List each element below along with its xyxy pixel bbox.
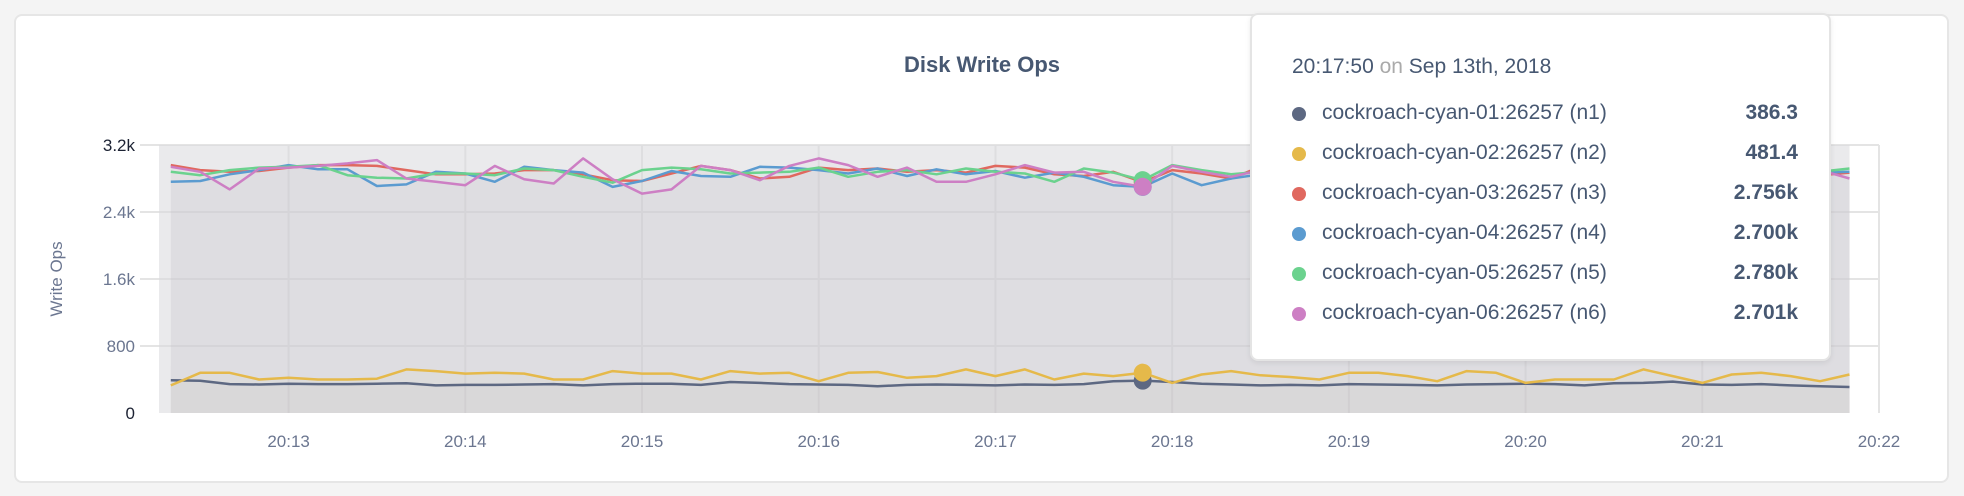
tooltip-series-label: cockroach-cyan-02:26257 (n2)	[1322, 141, 1607, 164]
x-tick-label: 20:21	[1681, 432, 1724, 451]
series-color-dot-icon	[1292, 227, 1306, 241]
tooltip-row: cockroach-cyan-02:26257 (n2) 481.4	[1292, 139, 1798, 169]
tooltip-series-value: 2.701k	[1733, 301, 1798, 324]
series-color-dot-icon	[1292, 267, 1306, 281]
tooltip-on: on	[1379, 55, 1403, 78]
tooltip-series-value: 2.700k	[1733, 221, 1798, 244]
tooltip-series-value: 481.4	[1745, 141, 1798, 164]
tooltip-series-label: cockroach-cyan-04:26257 (n4)	[1322, 221, 1607, 244]
series-color-dot-icon	[1292, 107, 1306, 121]
x-tick-label: 20:19	[1328, 432, 1371, 451]
x-tick-label: 20:14	[444, 432, 487, 451]
y-tick-label: 800	[107, 337, 135, 356]
tooltip-series-value: 386.3	[1745, 101, 1798, 124]
tooltip-series-label: cockroach-cyan-06:26257 (n6)	[1322, 301, 1607, 324]
series-line	[170, 379, 1850, 389]
tooltip-series-label: cockroach-cyan-03:26257 (n3)	[1322, 181, 1607, 204]
tooltip-series-label: cockroach-cyan-05:26257 (n5)	[1322, 261, 1607, 284]
tooltip-series-value: 2.756k	[1733, 181, 1798, 204]
x-tick-label: 20:18	[1151, 432, 1194, 451]
x-tick-label: 20:22	[1858, 432, 1901, 451]
series-color-dot-icon	[1292, 187, 1306, 201]
tooltip-series-value: 2.780k	[1733, 261, 1798, 284]
x-tick-label: 20:13	[267, 432, 310, 451]
y-tick-label: 1.6k	[103, 270, 136, 289]
tooltip-row: cockroach-cyan-06:26257 (n6) 2.701k	[1292, 299, 1798, 329]
chart-title: Disk Write Ops	[903, 52, 1061, 77]
hover-point	[1133, 177, 1152, 196]
y-axis-label: Write Ops	[47, 241, 66, 316]
tooltip-time: 20:17:50	[1292, 55, 1374, 78]
tooltip-series-label: cockroach-cyan-01:26257 (n1)	[1322, 101, 1607, 124]
x-tick-label: 20:20	[1504, 432, 1547, 451]
series-color-dot-icon	[1292, 307, 1306, 321]
series-color-dot-icon	[1292, 147, 1306, 161]
y-tick-label: 0	[126, 404, 135, 423]
hover-tooltip: 20:17:50 on Sep 13th, 2018 cockroach-cya…	[1250, 13, 1831, 361]
tooltip-row: cockroach-cyan-03:26257 (n3) 2.756k	[1292, 179, 1798, 209]
x-tick-label: 20:15	[621, 432, 664, 451]
tooltip-row: cockroach-cyan-01:26257 (n1) 386.3	[1292, 99, 1798, 129]
y-tick-label: 3.2k	[103, 136, 136, 155]
tooltip-row: cockroach-cyan-05:26257 (n5) 2.780k	[1292, 259, 1798, 289]
tooltip-date: Sep 13th, 2018	[1408, 55, 1552, 78]
x-tick-label: 20:16	[797, 432, 840, 451]
series-line	[170, 368, 1850, 387]
tooltip-row: cockroach-cyan-04:26257 (n4) 2.700k	[1292, 219, 1798, 249]
x-tick-label: 20:17	[974, 432, 1017, 451]
hover-point	[1133, 363, 1152, 382]
y-tick-label: 2.4k	[103, 203, 136, 222]
tooltip-header: 20:17:50 on Sep 13th, 2018	[1292, 55, 1551, 79]
